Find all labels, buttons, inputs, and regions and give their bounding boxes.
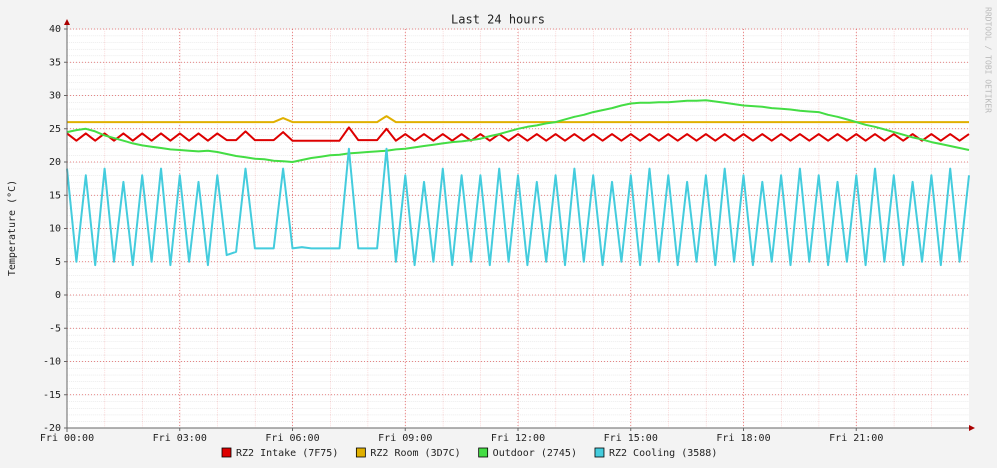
legend-label: Outdoor (2745) (493, 448, 577, 459)
chart-title: Last 24 hours (451, 13, 545, 27)
x-tick-label: Fri 18:00 (716, 433, 770, 444)
x-tick-label: Fri 03:00 (153, 433, 207, 444)
y-tick-label: 25 (49, 124, 61, 135)
grid: -20 -15 -10 -5 0 5 10 15 20 25 30 35 40 Fri 00:00 Fri … (40, 24, 969, 444)
y-tick-label: -10 (43, 357, 61, 368)
legend-swatch (594, 447, 605, 458)
lines (66, 99, 970, 267)
y-axis-label: Temperature (°C) (7, 180, 18, 276)
legend-swatch (221, 447, 232, 458)
legend-label: RZ2 Room (3D7C) (370, 448, 460, 459)
y-tick-label: 35 (49, 57, 61, 68)
x-tick-label: Fri 09:00 (378, 433, 432, 444)
series-line (66, 126, 970, 142)
legend-label: RZ2 Intake (7F75) (236, 448, 338, 459)
series-line (67, 115, 969, 124)
legend-swatch (355, 447, 366, 458)
legend-swatch (478, 447, 489, 458)
y-tick-label: 20 (49, 157, 61, 168)
x-tick-label: Fri 15:00 (604, 433, 658, 444)
y-tick-label: -20 (43, 423, 61, 434)
legend-label: RZ2 Cooling (3588) (609, 448, 717, 459)
x-tick-label: Fri 00:00 (40, 433, 94, 444)
y-tick-label: 10 (49, 224, 61, 235)
y-tick-label: 30 (49, 91, 61, 102)
x-tick-label: Fri 21:00 (829, 433, 883, 444)
x-tick-label: Fri 12:00 (491, 433, 545, 444)
watermark: RRDTOOL / TOBI OETIKER (984, 7, 993, 113)
y-tick-label: -15 (43, 390, 61, 401)
x-arrow (969, 425, 975, 431)
series-line (66, 99, 970, 163)
series-line (66, 147, 970, 267)
y-arrow (64, 19, 70, 25)
y-tick-label: -5 (49, 323, 61, 334)
y-tick-label: 5 (55, 257, 61, 268)
y-tick-label: 40 (49, 24, 61, 35)
x-tick-label: Fri 06:00 (265, 433, 319, 444)
y-tick-label: 0 (55, 290, 61, 301)
legend: RZ2 Intake (7F75) RZ2 Room (3D7C) Outdoor … (221, 447, 717, 459)
y-tick-label: 15 (49, 190, 61, 201)
